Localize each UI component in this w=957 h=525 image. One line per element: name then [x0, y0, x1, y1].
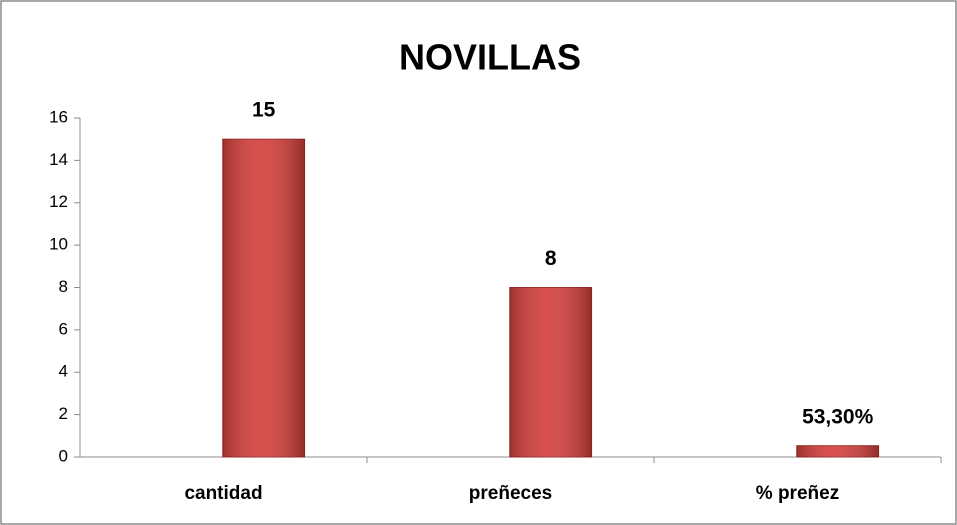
y-tick-label: 2: [59, 404, 68, 423]
y-tick-label: 16: [49, 107, 68, 126]
y-tick-label: 6: [59, 319, 68, 338]
y-tick-label: 12: [49, 192, 68, 211]
bar: [222, 138, 306, 458]
y-tick-label: 4: [59, 362, 68, 381]
bar: [509, 287, 593, 458]
bar: [796, 445, 880, 458]
x-tick-label: cantidad: [184, 483, 262, 504]
y-tick-label: 8: [59, 277, 68, 296]
x-tick-label: preñeces: [469, 483, 552, 504]
value-label: 8: [545, 247, 557, 270]
y-tick-label: 10: [49, 235, 68, 254]
x-tick-label: % preñez: [756, 483, 839, 504]
chart-title: NOVILLAS: [399, 37, 581, 78]
value-label: 53,30%: [802, 405, 874, 428]
y-tick-label: 0: [59, 446, 68, 465]
y-tick-label: 14: [49, 150, 68, 169]
value-label: 15: [252, 99, 276, 122]
